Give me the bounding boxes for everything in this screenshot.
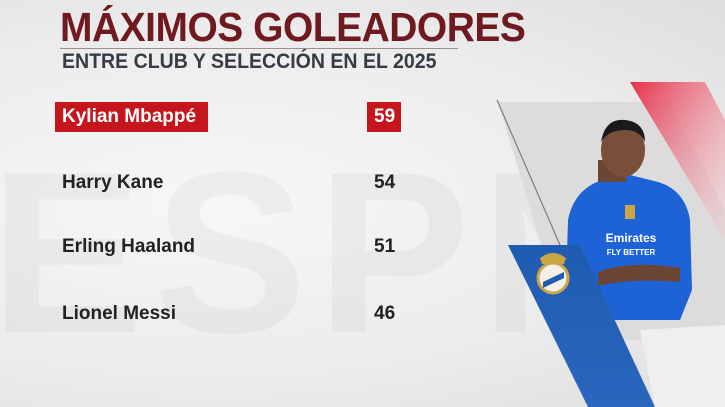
svg-text:FLY BETTER: FLY BETTER bbox=[607, 248, 656, 257]
goal-count: 51 bbox=[374, 236, 396, 257]
red-accent-stripe bbox=[630, 82, 725, 240]
page-title: MÁXIMOS GOLEADORES bbox=[60, 4, 526, 50]
player-photo-panel: Emirates FLY BETTER bbox=[496, 82, 725, 407]
page-subtitle: ENTRE CLUB Y SELECCIÓN EN EL 2025 bbox=[62, 50, 437, 73]
player-name: Erling Haaland bbox=[62, 236, 196, 257]
goal-count: 46 bbox=[374, 303, 396, 324]
table-row: Lionel Messi 46 bbox=[55, 299, 405, 329]
goal-count: 59 bbox=[374, 106, 396, 127]
goal-count: 54 bbox=[374, 172, 396, 193]
player-name: Harry Kane bbox=[62, 172, 164, 193]
player-name: Lionel Messi bbox=[62, 303, 177, 324]
player-name: Kylian Mbappé bbox=[62, 106, 197, 127]
title-divider bbox=[60, 48, 458, 49]
real-madrid-crest-icon bbox=[536, 253, 570, 295]
table-row: Kylian Mbappé 59 bbox=[55, 102, 405, 132]
white-panel bbox=[640, 325, 725, 407]
table-row: Harry Kane 54 bbox=[55, 168, 405, 198]
table-row: Erling Haaland 51 bbox=[55, 232, 405, 262]
svg-text:Emirates: Emirates bbox=[606, 231, 657, 245]
value-highlight bbox=[367, 102, 401, 132]
name-highlight bbox=[55, 102, 208, 132]
accent-line bbox=[496, 99, 561, 246]
